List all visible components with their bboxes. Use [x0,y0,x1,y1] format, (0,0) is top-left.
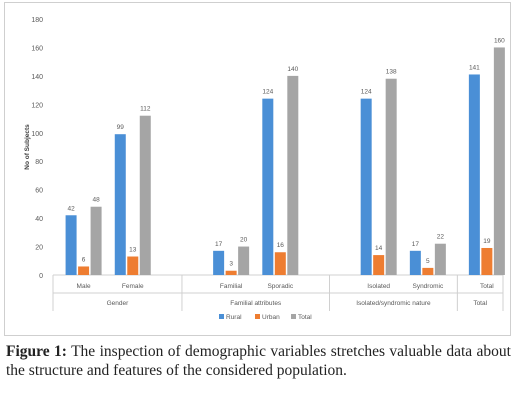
bar-rural [65,215,77,275]
data-label: 17 [215,241,223,248]
group-label: Familial attributes [230,300,282,307]
x-tick-label: Isolated [367,283,390,290]
y-tick-label: 20 [35,245,43,252]
legend-swatch-total [291,314,296,319]
data-label: 3 [229,261,233,268]
bar-urban [225,270,237,275]
data-label: 5 [426,258,430,265]
data-label: 112 [140,106,151,113]
bar-urban [78,266,90,275]
bar-total [287,75,299,275]
bar-urban [274,252,286,275]
caption-text: The inspection of demographic variables … [6,343,511,379]
y-tick-label: 80 [35,159,43,166]
bar-chart: 0 20 40 60 80 100 120 140 160 180 No of Subjects 42… [24,17,505,321]
y-axis-title: No of Subjects [24,124,31,170]
data-label: 138 [386,69,397,76]
data-label: 99 [117,124,125,131]
data-label: 48 [92,197,100,204]
x-tick-label: Syndromic [412,283,443,290]
legend-swatch-urban [255,314,260,319]
group-label: Total [473,300,487,307]
bar-urban [422,267,434,275]
bar-total [238,246,250,275]
data-label: 124 [361,89,372,96]
x-tick-label: Male [77,283,91,290]
data-label: 160 [494,37,505,44]
x-tick-label: Sporadic [267,283,293,290]
y-tick-label: 180 [31,17,43,24]
bar-rural [468,74,480,275]
group-label: Gender [107,300,130,307]
x-tick-label: Female [122,283,144,290]
bar-urban [373,255,385,275]
bar-rural [262,98,274,276]
data-label: 124 [262,89,273,96]
y-tick-label: 40 [35,216,43,223]
y-tick-label: 160 [31,45,43,52]
bar-rural [213,250,225,275]
chart-frame: 0 20 40 60 80 100 120 140 160 180 No of Subjects 42… [4,2,511,336]
bar-rural [360,98,372,276]
data-label: 141 [469,64,480,71]
data-label: 20 [240,237,248,244]
bar-rural [409,250,421,275]
data-label: 17 [412,241,420,248]
data-label: 14 [375,245,383,252]
group-label: Isolated/syndromic nature [356,300,431,307]
y-tick-label: 140 [31,74,43,81]
data-label: 22 [437,234,445,241]
legend-label: Rural [226,314,242,321]
bar-total [434,243,446,275]
bar-rural [114,134,126,275]
x-tick-label: Total [480,283,494,290]
data-label: 42 [67,205,75,212]
data-label: 6 [82,256,86,263]
bar-total [385,78,397,275]
y-tick-label: 0 [39,273,43,280]
data-label: 140 [287,66,298,73]
data-label: 16 [277,242,285,249]
x-tick-label: Familial [220,283,243,290]
bar-total [139,115,151,275]
y-tick-label: 100 [31,131,43,138]
bar-urban [481,247,493,275]
legend-label: Urban [262,314,280,321]
data-label: 19 [483,238,491,245]
figure-caption: Figure 1: The inspection of demographic … [6,342,511,380]
bar-urban [127,256,139,275]
y-tick-label: 120 [31,102,43,109]
caption-label: Figure 1: [6,343,67,360]
y-tick-label: 60 [35,188,43,195]
data-label: 13 [129,247,137,254]
legend-label: Total [298,314,312,321]
legend-swatch-rural [219,314,224,319]
bar-total [493,47,505,275]
bar-total [90,206,102,275]
